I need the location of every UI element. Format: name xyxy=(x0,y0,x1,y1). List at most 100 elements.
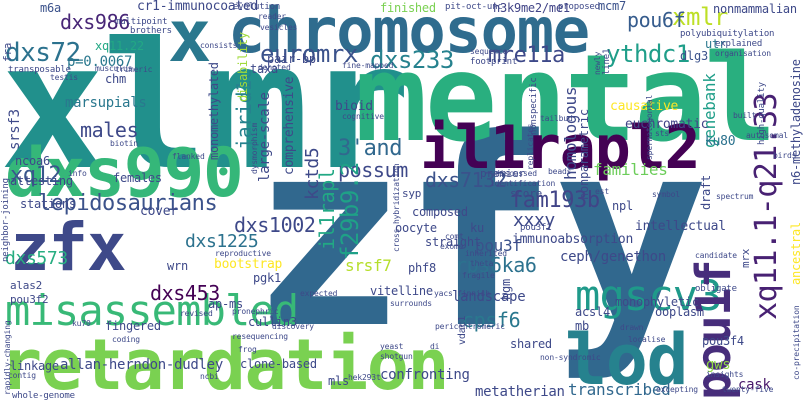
word-rps6ka6: rps6ka6 xyxy=(455,253,537,277)
word-stations: stations xyxy=(20,197,76,211)
word-comt: comt xyxy=(445,232,464,241)
word-dxs573: dxs573 xyxy=(5,248,68,269)
word-explained: explained xyxy=(715,39,763,49)
word-beads: beads xyxy=(548,167,572,176)
word-syp: syp xyxy=(402,187,422,200)
word-dxs453: dxs453 xyxy=(150,281,220,305)
word-mrx: mrx xyxy=(739,248,752,268)
word-brothers: brothers xyxy=(130,26,172,36)
word-comprehensive: comprehensive xyxy=(282,76,297,175)
word-n6-methyladenosine: n6-methyladenosine xyxy=(789,59,803,185)
word-ap-ms: ap-ms xyxy=(208,297,243,311)
word-dxs72: dxs72 xyxy=(5,38,81,68)
word-consists: consists xyxy=(200,41,238,50)
word-exome: exome xyxy=(440,242,464,251)
word-pou3f1: pou3f1 xyxy=(520,223,552,233)
word-marsupials: marsupials xyxy=(65,95,147,111)
word-biotin: biotin xyxy=(110,139,138,148)
word-alas2: alas2 xyxy=(10,279,43,292)
word-possum: possum xyxy=(338,158,408,182)
word-shared: shared xyxy=(510,337,552,351)
word-chm: chm xyxy=(105,72,126,86)
word-drawn: drawn xyxy=(620,323,644,332)
word-ancestral: ancestral xyxy=(789,222,803,285)
word-bootstrap: bootstrap xyxy=(214,257,283,272)
word-dxs7132: dxs7132 xyxy=(425,168,507,192)
word-lepidosaurians: lepidosaurians xyxy=(38,191,218,216)
word-candidate: candidate xyxy=(695,251,737,260)
word-x: x xyxy=(168,0,211,78)
word-coding: coding xyxy=(112,335,140,344)
word-pou3f: pou3f xyxy=(475,236,522,255)
word-sequence: sequence xyxy=(470,47,508,56)
word-finished: finished xyxy=(380,1,436,15)
word-wrn: wrn xyxy=(167,259,188,273)
word-large-scale: large-scale xyxy=(257,92,273,182)
word-replicates: replicates xyxy=(526,123,535,170)
word-frog: frog xyxy=(238,345,257,354)
word-dlg3: dlg3 xyxy=(680,49,708,63)
word-vesicles: vesicles xyxy=(260,23,298,32)
word-score: score xyxy=(510,187,543,200)
word-sts: sts xyxy=(655,129,669,138)
word-ku70: ku70 xyxy=(72,319,91,328)
word-neighbor-joining: neighbor-joining xyxy=(1,178,11,262)
word-mre11a: mre11a xyxy=(488,43,565,68)
word-spectrum: spectrum xyxy=(716,192,754,201)
word-revised: revised xyxy=(180,309,213,318)
word-retardation: retardation xyxy=(0,324,450,404)
word-confronting: confronting xyxy=(380,367,470,383)
word-f29b9-2: f29b9.2 xyxy=(336,162,364,260)
word-xlmr: xlmr xyxy=(0,6,411,209)
word-cullin3: cullin3 xyxy=(248,315,297,329)
word-dysmorphism: dysmorphism xyxy=(250,122,259,174)
word-ku: ku xyxy=(470,221,484,235)
word-nonparametric: nonparametric xyxy=(577,109,591,200)
word-xq12: xq12 xyxy=(10,163,62,188)
word-built: built xyxy=(733,111,757,120)
word-autosomal: autosomal xyxy=(746,131,788,140)
word-euchromatic: euchromatic xyxy=(625,117,709,132)
word-pou6f: pou6f xyxy=(627,8,686,32)
word-females: females xyxy=(113,171,162,185)
word-hek293t: hek293t xyxy=(348,373,381,382)
word-oocyte: oocyte xyxy=(395,221,437,235)
word-pit-oct-unc: pit-oct-unc xyxy=(445,2,503,12)
word-misassembled: misassembled xyxy=(5,286,299,335)
word-contig: contig xyxy=(8,371,36,380)
word-ku80: ku80 xyxy=(705,134,736,149)
word-multipoint: multipoint xyxy=(115,17,168,27)
word-identification: identification xyxy=(490,179,556,188)
word-non-syndromic: non-syndromic xyxy=(540,353,601,362)
word-insights: insights xyxy=(706,370,744,379)
word-dxs990: dxs990 xyxy=(5,134,244,213)
word-dxs233: dxs233 xyxy=(370,46,454,74)
word-ceph-genethon: ceph/genethon xyxy=(560,249,666,265)
word-phf8: phf8 xyxy=(408,261,436,275)
word-euromrx: euromrx xyxy=(260,40,358,68)
word-monomethylated: monomethylated xyxy=(207,62,221,160)
word-surrounds: surrounds xyxy=(390,299,432,308)
word-allan-herndon-dudley: allan-herndon-dudley xyxy=(60,357,223,373)
word-musculus: musculus xyxy=(95,64,133,73)
word-testis: testis xyxy=(50,73,78,82)
word-mgscv3: mgscv3 xyxy=(575,271,723,320)
word-pronephric: pronephric xyxy=(232,307,279,316)
word-dxs1225: dxs1225 xyxy=(185,231,259,252)
word-ooplasm: ooplasm xyxy=(655,305,704,319)
word-co-precipitation: co-precipitation xyxy=(792,305,801,380)
word-3and: 3'and xyxy=(338,136,403,161)
word-organisation: organisation xyxy=(715,49,771,58)
word-draft: draft xyxy=(699,175,713,210)
word-denoted: denoted xyxy=(258,63,291,72)
word-symbol: symbol xyxy=(652,190,680,199)
word-xmlr: xmlr xyxy=(672,3,728,31)
word-newly: newly xyxy=(593,51,602,75)
word-whole-genome: whole-genome xyxy=(12,391,75,401)
word-di: di xyxy=(430,342,440,351)
word-ncbi: ncbi xyxy=(200,372,219,381)
word-cross-hybridization: cross-hybridization xyxy=(392,163,401,252)
word-tailbud: tailbud xyxy=(540,114,573,123)
word-excepting: excepting xyxy=(656,385,698,394)
